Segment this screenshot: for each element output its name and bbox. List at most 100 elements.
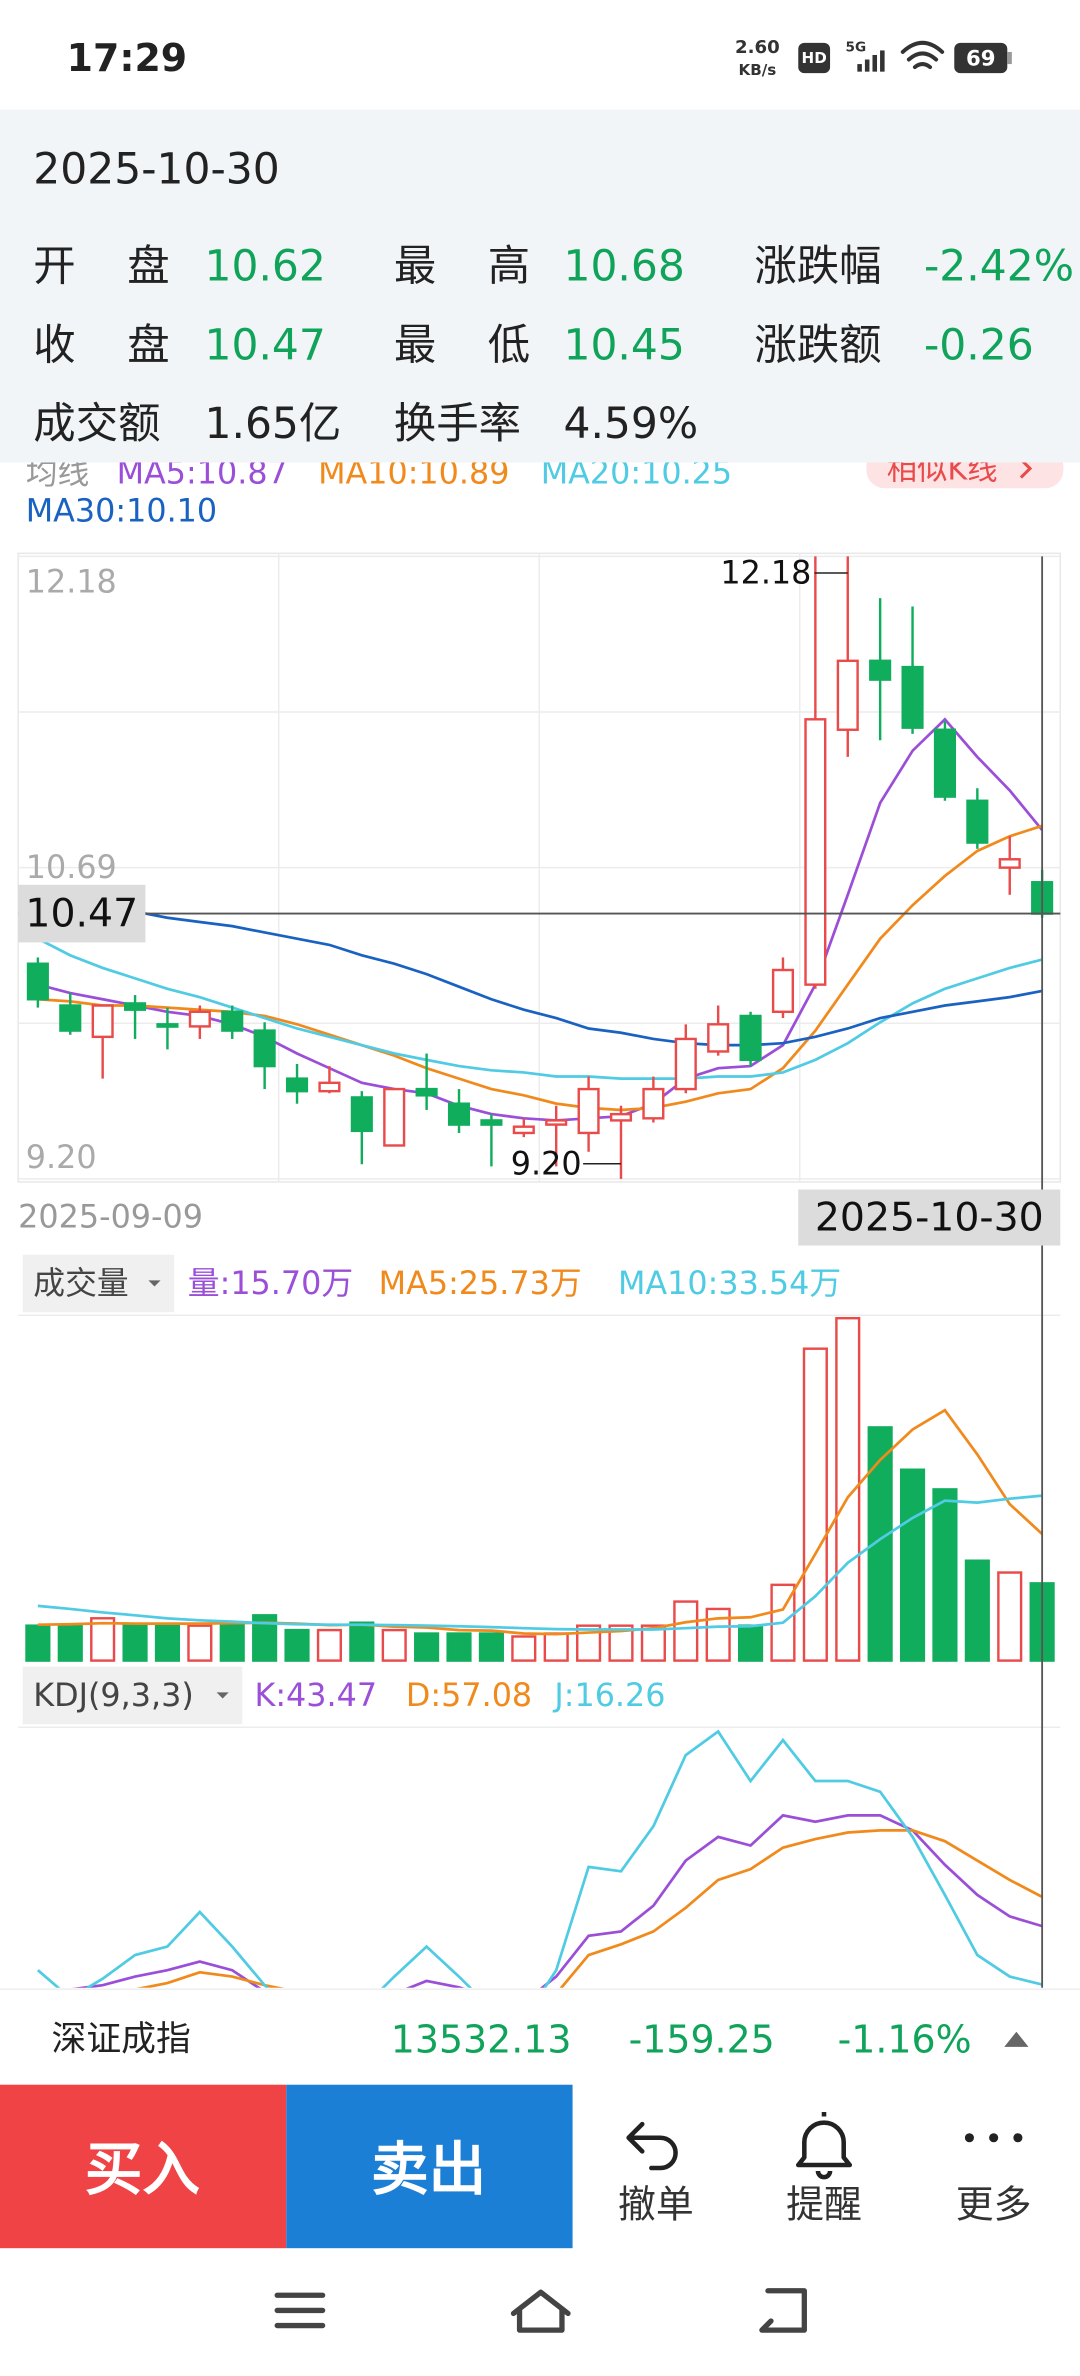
dots-icon: [964, 2133, 1023, 2143]
candle-body: [577, 1087, 600, 1135]
volume-bar: [802, 1347, 828, 1662]
candle-body: [447, 1102, 471, 1126]
more-button[interactable]: 更多: [956, 2133, 1032, 2226]
volume-bar: [252, 1614, 278, 1662]
crosshair-date-box: [798, 1189, 1061, 1246]
crosshair-price-box: [18, 884, 146, 943]
kdj-button-text: KDJ(9,3,3): [33, 1677, 193, 1714]
low-annotation: 9.20: [511, 1145, 582, 1182]
kdj-line: [36, 1729, 1043, 1988]
candle-body: [998, 858, 1021, 869]
candle-body: [26, 962, 49, 1001]
quote-value: -2.42%: [924, 243, 1074, 292]
quote-value: 4.59%: [563, 400, 698, 449]
volume-bar: [219, 1622, 245, 1662]
volume-bar: [867, 1426, 893, 1662]
back-key[interactable]: [759, 2288, 807, 2333]
quote-value: 10.45: [563, 321, 684, 370]
volume-bar: [835, 1316, 861, 1662]
volume-bar: [511, 1635, 537, 1662]
quote-value: 10.62: [204, 243, 325, 292]
index-bar-bg: [0, 1989, 1080, 2085]
network-type: 5G: [845, 39, 866, 55]
home-key[interactable]: [510, 2289, 571, 2333]
tool-label: 撤单: [618, 2182, 694, 2226]
expand-arrow: [1004, 2031, 1029, 2047]
bell-icon: [795, 2111, 853, 2180]
y-tick-label: 10.69: [26, 849, 117, 886]
candle-body: [285, 1077, 309, 1093]
volume-button-text: 成交量: [33, 1265, 128, 1302]
kdj-dropdown[interactable]: KDJ(9,3,3): [22, 1666, 243, 1725]
index-percent: -1.16%: [838, 2017, 972, 2061]
candle-body: [123, 1002, 147, 1011]
high-annotation: 12.18: [720, 555, 811, 592]
net-speed-unit: KB/s: [738, 61, 776, 79]
candle-body: [318, 1081, 341, 1093]
hd-badge: [798, 42, 831, 74]
volume-dropdown[interactable]: 成交量: [22, 1254, 175, 1313]
cancel-order-button[interactable]: 撤单: [618, 2121, 694, 2226]
index-bar[interactable]: 深证成指 13532.13 -159.25 -1.16%: [0, 1988, 1080, 2085]
buy-button[interactable]: 买入: [0, 2084, 287, 2249]
start-date: 2025-09-09: [18, 1198, 203, 1235]
volume-bar: [673, 1600, 699, 1662]
kdj-lines: [36, 1729, 1043, 1988]
volume-bar: [381, 1628, 407, 1662]
volume-bar: [478, 1632, 504, 1662]
ma-line: [37, 824, 1043, 1112]
chart-overlay: 2025-09-09 成交量 KDJ(9,3,3) 量:15.70万 MA5:25…: [18, 556, 1061, 1988]
candle-body: [221, 1010, 244, 1032]
index-value: 13532.13: [391, 2017, 572, 2061]
volume-bar: [122, 1622, 148, 1662]
crosshair-price: 10.47: [25, 891, 138, 937]
chart-area: 12.18 10.69 9.20 12.18 9.20: [17, 552, 1062, 1728]
candle-body: [350, 1096, 373, 1133]
volume-bar: [154, 1622, 181, 1662]
volume-bar: [90, 1617, 116, 1662]
volume-bar: [25, 1624, 51, 1662]
volume-legend-item: MA5:25.73万: [379, 1265, 582, 1302]
index-change: -159.25: [629, 2017, 775, 2061]
volume-bar: [187, 1624, 213, 1662]
tool-label: 更多: [956, 2182, 1032, 2226]
volume-bar: [316, 1628, 343, 1662]
buy-text: 买入: [85, 2136, 200, 2203]
candle-body: [707, 1023, 730, 1053]
candle-body: [933, 728, 957, 798]
volume-bar: [964, 1559, 990, 1662]
volume-legend-item: MA10:33.54万: [618, 1265, 841, 1302]
volume-bar: [705, 1607, 731, 1662]
kdj-line: [136, 1829, 1043, 1988]
signal-icon: [857, 50, 885, 72]
sell-text: 卖出: [371, 2136, 486, 2203]
volume-bar: [414, 1632, 440, 1662]
header-bg: [0, 109, 1080, 463]
battery-level: 69: [966, 46, 996, 71]
alert-button[interactable]: 提醒: [786, 2111, 862, 2226]
volume-bar: [576, 1624, 602, 1662]
crosshair-date: 2025-10-30: [815, 1195, 1044, 1241]
dropdown-arrow: [216, 1692, 229, 1699]
candle-body: [59, 1004, 82, 1032]
candle-body: [642, 1087, 665, 1120]
hd-text: HD: [802, 49, 827, 67]
candle-body: [966, 799, 989, 844]
wifi-icon: [900, 40, 945, 70]
status-bar: 17:29 2.60 KB/s HD 5G 69: [67, 36, 1012, 80]
candle-body: [253, 1029, 276, 1068]
quote-label: 换手率: [394, 400, 521, 449]
quote-value: 10.47: [204, 321, 325, 370]
sell-button[interactable]: 卖出: [286, 2084, 573, 2249]
y-tick-label: 12.18: [26, 564, 117, 601]
quote-label: 涨跌幅: [754, 243, 881, 292]
volume-bar: [932, 1488, 958, 1662]
candle-body: [739, 1014, 762, 1062]
volume-bar: [446, 1632, 472, 1662]
candle-body: [383, 1087, 406, 1147]
candle-body: [869, 659, 892, 681]
nav-bar: [0, 2248, 1080, 2376]
menu-key[interactable]: [274, 2292, 326, 2329]
